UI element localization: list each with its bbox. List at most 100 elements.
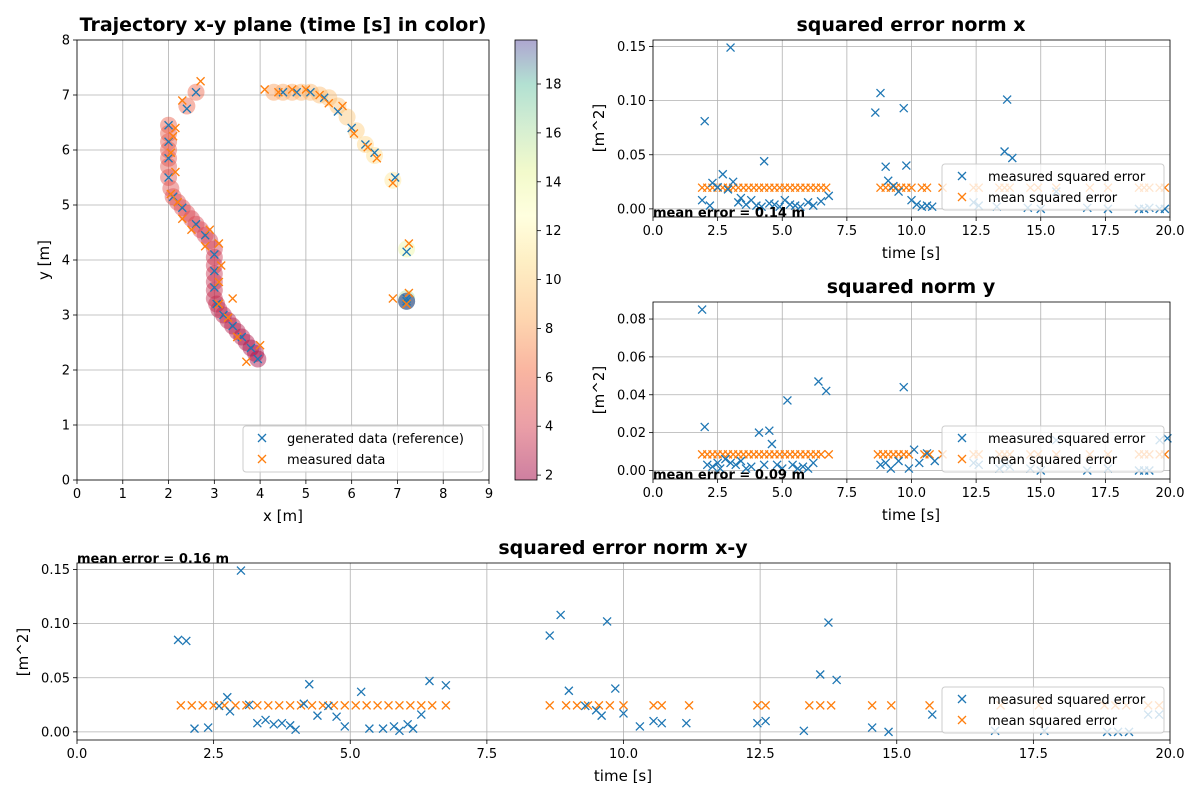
- error-x-measured-point: [824, 191, 834, 201]
- error-xy-xtick-label: 17.5: [1019, 747, 1048, 762]
- error-x-measured-point: [803, 197, 813, 207]
- trajectory-reference-point: [182, 104, 192, 114]
- trajectory-time-circle: [192, 221, 210, 239]
- trajectory-reference-point: [200, 230, 210, 240]
- error-xy-xtick-label: 10.0: [609, 747, 638, 762]
- trajectory-xtick-label: 1: [119, 487, 127, 502]
- error-y-measured-point: [713, 458, 723, 468]
- colorbar-tick-label: 6: [545, 371, 553, 386]
- colorbar-tick-label: 4: [545, 420, 553, 435]
- colorbar-tick-label: 2: [545, 469, 553, 484]
- error-x-measured-point: [870, 108, 880, 117]
- error-y-ticks: 0.0 2.5 5.0 7.5 10.0 12.5 15.0 17.5 20.0 0.00 0.02…: [617, 313, 1184, 501]
- error-x-ytick-label: 0.05: [617, 148, 646, 163]
- error-y-measured-point: [813, 377, 823, 386]
- error-x-measured-point: [775, 202, 785, 212]
- error-xy-title: squared error norm x-y: [498, 537, 748, 559]
- error-x-measured-point: [876, 88, 885, 98]
- error-xy-measured-point: [291, 725, 301, 735]
- error-xy-mean-point: [605, 700, 615, 710]
- error-xy-measured-point: [545, 631, 555, 640]
- error-x-measured-point: [728, 177, 738, 187]
- error-xy-mean-point: [373, 700, 383, 710]
- trajectory-measured-point: [214, 239, 224, 248]
- error-xy-measured-point: [416, 710, 426, 720]
- error-y-mean-annotation: mean error = 0.09 m: [653, 468, 805, 483]
- error-xy-legend-label-mean: mean squared error: [988, 714, 1118, 729]
- trajectory-xtick-label: 4: [256, 487, 264, 502]
- colorbar-tick-label: 14: [545, 175, 562, 190]
- trajectory-reference-point: [191, 87, 201, 97]
- error-y-title: squared norm y: [827, 276, 996, 298]
- error-y-xtick-label: 0.0: [643, 486, 664, 501]
- error-xy-mean-point: [826, 700, 836, 710]
- error-xy-measured-point: [389, 722, 399, 731]
- trajectory-time-circle: [219, 312, 237, 329]
- trajectory-ytick-label: 1: [62, 419, 70, 434]
- trajectory-reference-point: [228, 321, 238, 331]
- error-xy-ytick-label: 0.05: [41, 671, 70, 686]
- error-x-legend-label-mean: mean squared error: [988, 191, 1118, 206]
- error-xy-mean-point: [274, 700, 284, 710]
- error-y-measured-point: [904, 464, 914, 474]
- error-x-measured-point: [759, 156, 769, 166]
- error-y-measured-point: [715, 464, 725, 474]
- error-xy-measured-point: [884, 727, 894, 737]
- error-xy-mean-point: [441, 700, 451, 710]
- error-y-measured-point: [746, 462, 756, 472]
- error-xy-xtick-label: 0.0: [67, 747, 88, 762]
- error-xy-panel: squared error norm x-y 0.0 2.5 5.0 7.5 10.0 1…: [14, 537, 1184, 785]
- error-x-xtick-label: 20.0: [1156, 224, 1185, 239]
- error-x-measured-point: [808, 201, 818, 211]
- error-xy-measured-point: [394, 726, 404, 736]
- trajectory-measured-point: [301, 85, 311, 94]
- error-xy-ytick-label: 0.15: [41, 563, 70, 578]
- error-xy-mean-point: [384, 700, 393, 710]
- error-x-mean-annotation: mean error = 0.14 m: [653, 206, 805, 221]
- trajectory-time-circle: [205, 257, 223, 274]
- error-xy-ytick-label: 0.00: [41, 725, 70, 740]
- trajectory-time-circle: [265, 83, 283, 101]
- error-xy-mean-point: [187, 700, 197, 710]
- trajectory-reference-point: [164, 153, 174, 163]
- error-y-measured-point: [788, 460, 798, 470]
- trajectory-reference-point: [191, 219, 201, 229]
- error-xy-mean-point: [263, 700, 273, 710]
- error-y-measured-point: [754, 428, 764, 438]
- error-y-ylabel: [m^2]: [590, 366, 608, 414]
- trajectory-measured-point: [166, 189, 176, 199]
- error-x-measured-point: [713, 182, 723, 192]
- error-y-measured-point: [767, 439, 777, 449]
- trajectory-reference-point: [370, 148, 380, 158]
- error-xy-mean-point: [619, 700, 628, 710]
- error-x-legend-marker-mean: [957, 192, 967, 202]
- error-y-measured-point: [697, 305, 707, 315]
- trajectory-time-circle: [205, 273, 223, 291]
- colorbar-tick-label: 12: [545, 224, 562, 239]
- error-x-xtick-label: 2.5: [707, 224, 728, 239]
- error-xy-measured-point: [203, 723, 213, 733]
- trajectory-reference-point: [292, 87, 302, 97]
- error-x-measured-point: [816, 196, 826, 206]
- trajectory-measured-point: [177, 214, 187, 224]
- trajectory-measured-point: [170, 167, 180, 177]
- error-xy-legend: measured squared error mean squared erro…: [941, 686, 1165, 734]
- error-y-legend-marker-measured: [957, 433, 967, 443]
- trajectory-ytick-label: 6: [62, 144, 70, 159]
- error-y-xtick-label: 12.5: [962, 486, 991, 501]
- error-xy-mean-point: [804, 700, 814, 710]
- error-xy-measured-point: [269, 719, 279, 729]
- error-x-measured-point: [917, 202, 927, 212]
- error-x-ylabel: [m^2]: [590, 104, 608, 152]
- error-xy-measured-point: [832, 675, 842, 685]
- error-x-ytick-label: 0.15: [617, 40, 646, 55]
- trajectory-legend-box: [242, 425, 484, 473]
- trajectory-reference-point: [209, 266, 219, 276]
- colorbar-tick-label: 16: [545, 126, 562, 141]
- error-y-legend-box: [941, 425, 1165, 473]
- trajectory-time-circle: [228, 323, 246, 340]
- error-x-panel: squared error norm x 0.0 2.5 5.0 7.5 10.0 12.…: [590, 14, 1184, 262]
- error-x-title: squared error norm x: [796, 14, 1025, 36]
- error-xy-mean-point: [752, 700, 762, 710]
- error-xy-measured-point: [313, 711, 322, 721]
